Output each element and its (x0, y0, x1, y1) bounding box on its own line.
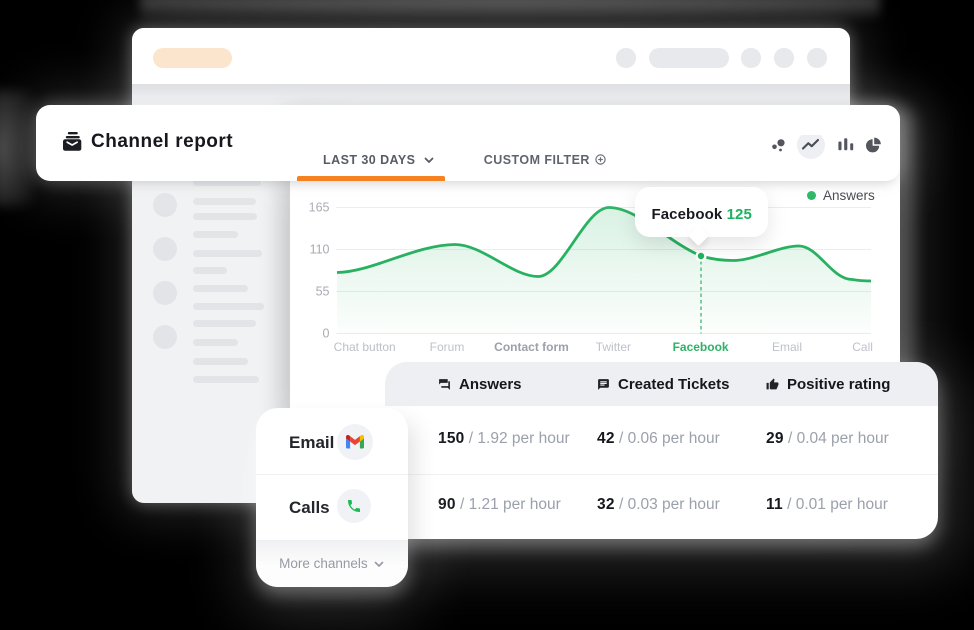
svg-text:Email: Email (772, 340, 802, 354)
svg-text:110: 110 (310, 243, 330, 257)
svg-text:Contact form: Contact form (494, 340, 569, 354)
svg-text:0: 0 (323, 327, 330, 341)
svg-text:Facebook: Facebook (673, 340, 729, 354)
svg-text:55: 55 (316, 285, 330, 299)
svg-text:Call: Call (852, 340, 873, 354)
svg-text:Chat button: Chat button (334, 340, 396, 354)
svg-text:Twitter: Twitter (596, 340, 631, 354)
svg-text:Forum: Forum (430, 340, 465, 354)
svg-text:165: 165 (309, 201, 330, 215)
